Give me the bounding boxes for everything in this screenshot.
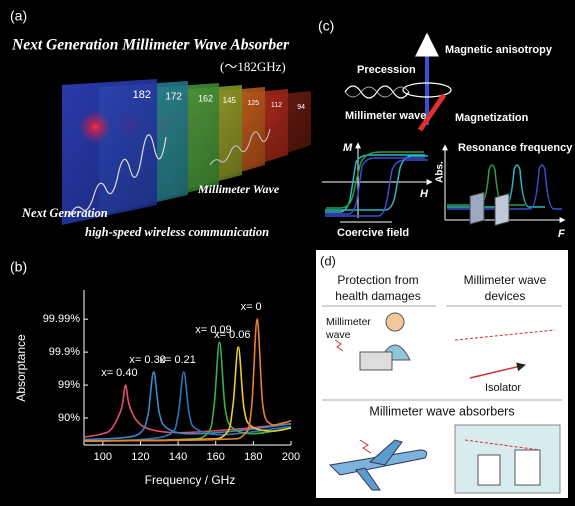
panel-label: (c) [318, 18, 334, 34]
panel-label: (d) [320, 253, 336, 268]
range: (～182GHz) [220, 59, 286, 74]
room [455, 425, 560, 493]
figure: (a) Next Generation Millimeter Wave Abso… [0, 0, 575, 506]
series-label: x= 0 [241, 301, 262, 313]
frequency-label: 182 [133, 89, 151, 101]
frequency-label: 125 [247, 100, 259, 107]
y-tick-label: 99.99% [43, 313, 81, 325]
device [470, 192, 484, 224]
wave-label: Millimeter Wave [197, 182, 280, 196]
x-tick-label: 140 [169, 451, 187, 463]
series-label: x= 0.06 [214, 329, 250, 341]
devices: devices [485, 289, 526, 303]
m-axis: M [343, 142, 353, 154]
panel-label: (a) [10, 8, 27, 24]
magnetization: Magnetization [455, 112, 529, 124]
health: Protection from [337, 273, 418, 287]
x-tick-label: 120 [131, 451, 149, 463]
wave: wave [325, 329, 351, 341]
devices: Millimeter wave [464, 273, 547, 287]
x-tick-label: 180 [244, 451, 262, 463]
glow [79, 111, 111, 143]
series-label: x= 0.40 [101, 367, 137, 379]
anisotropy: Magnetic anisotropy [445, 44, 553, 56]
x-tick-label: 160 [207, 451, 225, 463]
frequency-label: 172 [165, 92, 182, 103]
f-axis: F [558, 228, 565, 240]
x-axis-label: Frequency / GHz [145, 473, 236, 487]
y-tick-label: 99.9% [49, 346, 80, 358]
x-tick-label: 100 [94, 451, 112, 463]
frequency-label: 162 [198, 93, 213, 103]
absorbers: Millimeter wave absorbers [369, 404, 514, 418]
health: health damages [335, 289, 420, 303]
isolator: Isolator [485, 382, 521, 394]
laptop [360, 352, 392, 370]
y-tick-label: 99% [58, 379, 80, 391]
device [495, 194, 509, 226]
wave-label: Millimeter wave [345, 110, 426, 122]
equipment [515, 450, 540, 485]
frequency-label: 112 [271, 102, 282, 109]
y-tick-label: 90% [58, 412, 80, 424]
caption: high-speed wireless communication [85, 225, 269, 239]
equipment [478, 455, 500, 485]
abs-axis: Abs. [435, 161, 446, 183]
person [386, 313, 404, 331]
frequency-label: 94 [297, 104, 305, 111]
precession: Precession [357, 64, 416, 76]
caption: Next Generation [21, 206, 108, 220]
h-axis: H [420, 188, 429, 200]
panel-label: (b) [10, 259, 27, 275]
x-tick-label: 200 [282, 451, 300, 463]
resonance: Resonance frequency [458, 142, 573, 154]
frequency-label: 145 [223, 96, 237, 105]
panel-title: Next Generation Millimeter Wave Absorber [11, 37, 290, 54]
wave: Millimeter [326, 316, 371, 328]
series-label: x= 0.21 [160, 354, 196, 366]
coercive: Coercive field [337, 227, 409, 239]
y-axis-label: Absorptance [14, 334, 28, 402]
